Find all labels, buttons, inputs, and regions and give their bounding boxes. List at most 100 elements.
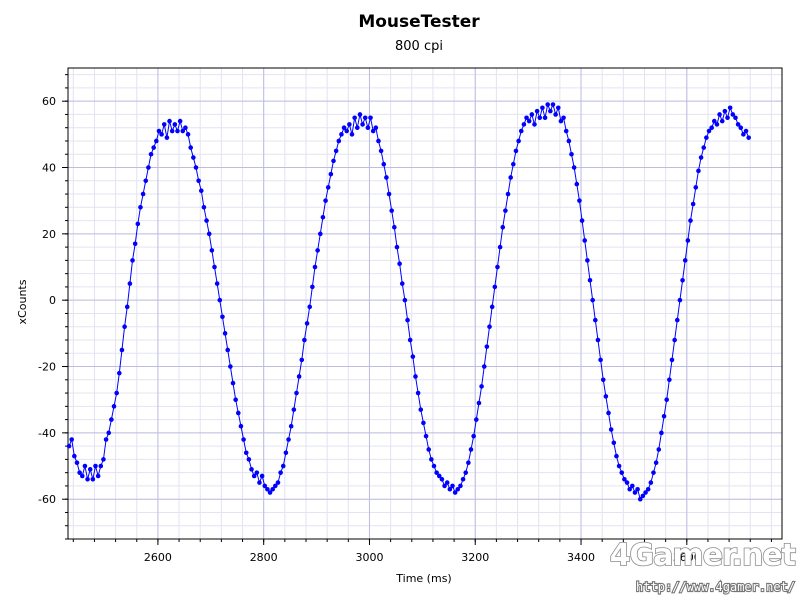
data-point	[722, 108, 728, 114]
data-point	[685, 238, 691, 243]
data-point	[177, 118, 183, 124]
y-tick-label: -60	[38, 493, 56, 506]
data-point	[201, 205, 207, 210]
data-point	[733, 115, 738, 121]
data-point	[233, 397, 238, 402]
data-point	[394, 244, 400, 250]
data-point	[294, 390, 299, 396]
data-point	[180, 128, 186, 134]
data-point	[537, 115, 543, 121]
data-point	[130, 258, 135, 263]
data-point	[696, 168, 701, 174]
data-point	[532, 122, 537, 127]
data-point	[307, 304, 313, 310]
data-point	[693, 185, 699, 190]
data-point	[397, 261, 402, 267]
data-point	[518, 128, 524, 134]
data-point	[103, 437, 109, 442]
data-point	[183, 125, 188, 130]
data-point	[352, 115, 357, 121]
data-point	[413, 374, 418, 379]
data-point	[146, 165, 151, 170]
data-point	[471, 433, 476, 439]
data-point	[717, 112, 722, 117]
data-point	[643, 490, 648, 495]
data-point	[508, 175, 513, 180]
y-axis-label: xCounts	[16, 279, 29, 324]
watermark: 4Gamer.net http://www.4gamer.net/	[609, 537, 798, 595]
data-point	[360, 122, 365, 127]
data-point	[548, 108, 553, 114]
data-point	[336, 138, 342, 144]
data-point	[423, 433, 429, 439]
data-point	[296, 374, 302, 379]
data-point	[220, 314, 225, 320]
data-point	[661, 413, 667, 419]
data-point	[521, 122, 527, 127]
data-point	[275, 480, 281, 485]
data-point	[138, 205, 143, 210]
data-point	[365, 125, 371, 130]
x-tick-label: 3200	[461, 551, 489, 564]
data-point	[418, 407, 424, 412]
data-point	[727, 105, 733, 111]
data-point	[362, 115, 368, 121]
data-point	[704, 135, 709, 140]
data-point	[355, 125, 360, 130]
data-point	[611, 440, 617, 446]
data-point	[712, 118, 717, 124]
data-point	[587, 277, 593, 283]
data-point	[69, 437, 74, 442]
data-point	[273, 483, 278, 489]
data-point	[161, 122, 167, 127]
data-point	[709, 125, 714, 130]
data-point	[217, 297, 223, 303]
data-point	[632, 490, 638, 495]
data-point	[492, 284, 498, 290]
data-point	[503, 208, 508, 213]
data-point	[474, 417, 479, 422]
data-point	[526, 118, 532, 124]
data-point	[595, 337, 601, 343]
data-point	[460, 477, 466, 482]
data-point	[738, 125, 744, 130]
data-point	[381, 161, 387, 167]
data-point	[571, 165, 577, 170]
data-point	[85, 477, 90, 482]
data-point	[323, 198, 328, 203]
data-point	[410, 354, 416, 359]
data-point	[640, 493, 646, 499]
data-point	[302, 337, 307, 343]
data-point	[590, 297, 595, 303]
data-point	[169, 128, 175, 134]
data-point	[376, 138, 381, 144]
data-point	[442, 483, 447, 489]
data-point	[651, 470, 656, 475]
data-point	[325, 185, 331, 190]
data-point	[743, 128, 749, 134]
data-point	[175, 128, 180, 134]
plot-frame	[67, 67, 783, 540]
data-point	[489, 304, 495, 310]
data-point	[87, 467, 93, 472]
data-point	[127, 281, 133, 286]
x-tick-label: 3000	[355, 551, 383, 564]
data-point	[741, 132, 746, 137]
data-point	[222, 331, 228, 336]
data-point	[259, 473, 265, 479]
data-point	[659, 430, 664, 436]
data-point	[426, 447, 432, 452]
data-point	[117, 370, 122, 376]
data-point	[664, 397, 669, 402]
data-point	[500, 224, 506, 230]
chart-title: MouseTester	[358, 12, 480, 32]
chart-subtitle: 800 cpi	[395, 39, 443, 54]
data-point	[558, 118, 564, 124]
data-point	[98, 463, 104, 469]
data-point	[109, 417, 114, 422]
y-tick-label: -20	[38, 361, 56, 374]
data-point	[135, 221, 141, 227]
data-point	[479, 384, 484, 389]
data-point	[204, 218, 209, 223]
data-point	[672, 337, 677, 343]
